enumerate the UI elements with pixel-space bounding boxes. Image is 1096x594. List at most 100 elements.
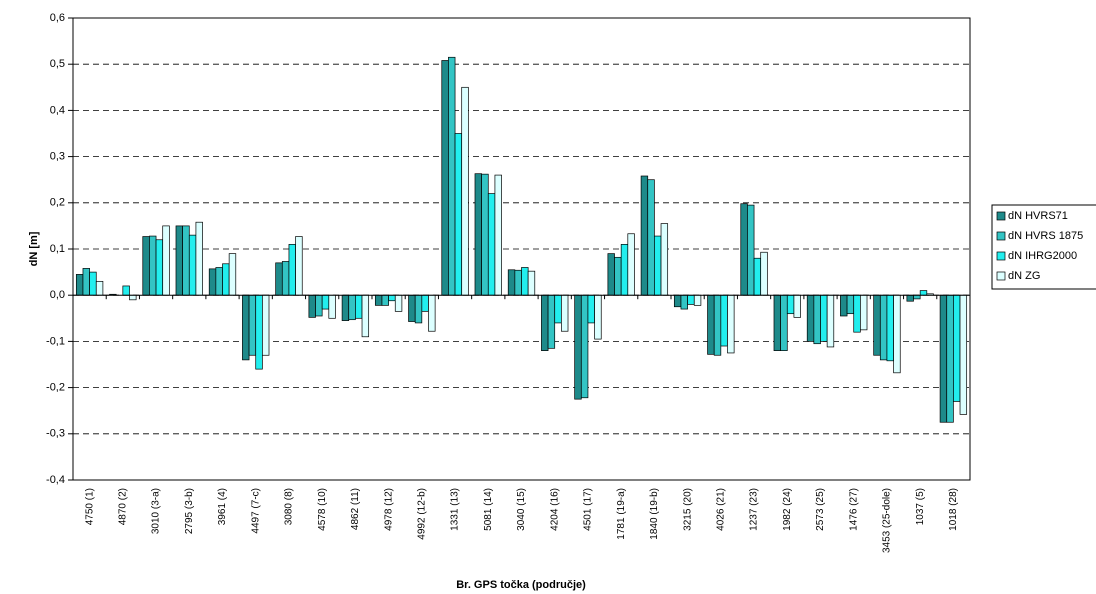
bar [355, 294, 363, 319]
bar [95, 280, 104, 296]
bar [281, 261, 290, 296]
bar [620, 244, 629, 296]
bar [428, 294, 436, 332]
bar [328, 294, 336, 319]
bar [919, 290, 928, 296]
bar [587, 294, 595, 324]
y-tick-label: 0,5 [50, 58, 65, 70]
bar [454, 133, 463, 296]
x-tick-label: 4992 (12-b) [416, 488, 427, 540]
bar [946, 294, 954, 423]
legend-label: dN ZG [1008, 270, 1040, 282]
bar [527, 270, 536, 296]
bar [381, 294, 389, 306]
bar [175, 225, 183, 296]
bar [713, 294, 722, 356]
x-tick-label: 3961 (4) [217, 488, 228, 525]
bar [481, 173, 489, 296]
bar [614, 256, 622, 296]
y-tick-label: -0,4 [46, 474, 65, 486]
bar [215, 267, 223, 296]
bar [959, 294, 968, 415]
bar [494, 174, 502, 296]
x-tick-label: 2573 (25) [815, 488, 826, 531]
bar [793, 294, 801, 318]
x-tick-label: 4497 (7-c) [250, 488, 261, 534]
bar [727, 294, 735, 354]
y-axis-label: dN [m] [28, 231, 40, 266]
x-tick-label: 3080 (8) [284, 488, 295, 525]
bar [162, 225, 170, 296]
bar [122, 285, 130, 296]
bar [188, 234, 197, 296]
x-tick-label: 1476 (27) [848, 488, 859, 531]
bar [208, 268, 217, 296]
y-tick-label: -0,3 [46, 428, 65, 440]
bar [647, 179, 655, 296]
bar [348, 294, 356, 321]
plot-border [72, 17, 971, 481]
bar [295, 236, 303, 296]
bar [820, 294, 828, 342]
legend-swatch [996, 251, 1006, 261]
bar [547, 294, 556, 349]
bar [421, 294, 429, 312]
bar [627, 233, 635, 296]
bar [826, 294, 835, 348]
bar [262, 294, 270, 356]
legend-label: dN IHRG2000 [1008, 250, 1077, 262]
bar [321, 294, 330, 310]
bar [654, 235, 662, 296]
bar [441, 60, 449, 296]
bar [448, 56, 456, 296]
bar [521, 267, 529, 296]
bar [308, 294, 316, 318]
bar [680, 294, 688, 310]
bar [740, 203, 748, 296]
bar [860, 294, 868, 331]
bar [394, 294, 403, 312]
y-tick-label: 0,3 [50, 151, 65, 163]
bar [879, 294, 888, 361]
bar [660, 223, 669, 296]
bar [574, 294, 582, 400]
bar [288, 244, 296, 296]
y-tick-label: 0,1 [50, 243, 65, 255]
bar [155, 239, 164, 296]
y-tick-label: 0,2 [50, 197, 65, 209]
bar [747, 204, 755, 296]
bar [341, 294, 350, 321]
bar [275, 262, 283, 296]
legend-label: dN HVRS 1875 [1008, 230, 1083, 242]
y-tick-label: -0,1 [46, 335, 65, 347]
bar [640, 175, 649, 296]
bar [195, 221, 203, 296]
bar [514, 269, 522, 296]
bar [873, 294, 881, 356]
x-tick-label: 2795 (3-b) [184, 488, 195, 534]
bar [414, 294, 423, 324]
x-tick-label: 1018 (28) [948, 488, 959, 531]
bar [693, 294, 702, 306]
bar [82, 268, 90, 296]
bar [461, 86, 469, 296]
bar [507, 269, 516, 296]
x-tick-label: 1237 (23) [749, 488, 760, 531]
bar [607, 253, 615, 296]
x-tick-label: 3010 (3-a) [151, 488, 162, 534]
bar [813, 294, 821, 345]
bar [673, 294, 682, 308]
bar [361, 294, 370, 338]
bar [554, 294, 562, 324]
plot-area [73, 18, 970, 480]
x-tick-label: 4870 (2) [117, 488, 128, 525]
x-tick-label: 1781 (19-a) [616, 488, 627, 540]
bar [228, 253, 237, 296]
bar [760, 251, 768, 296]
bar [474, 173, 482, 296]
bar [255, 294, 263, 370]
x-tick-label: 4501 (17) [583, 488, 594, 531]
bar [707, 294, 715, 355]
bar [720, 294, 728, 347]
x-tick-label: 4204 (16) [549, 488, 560, 531]
